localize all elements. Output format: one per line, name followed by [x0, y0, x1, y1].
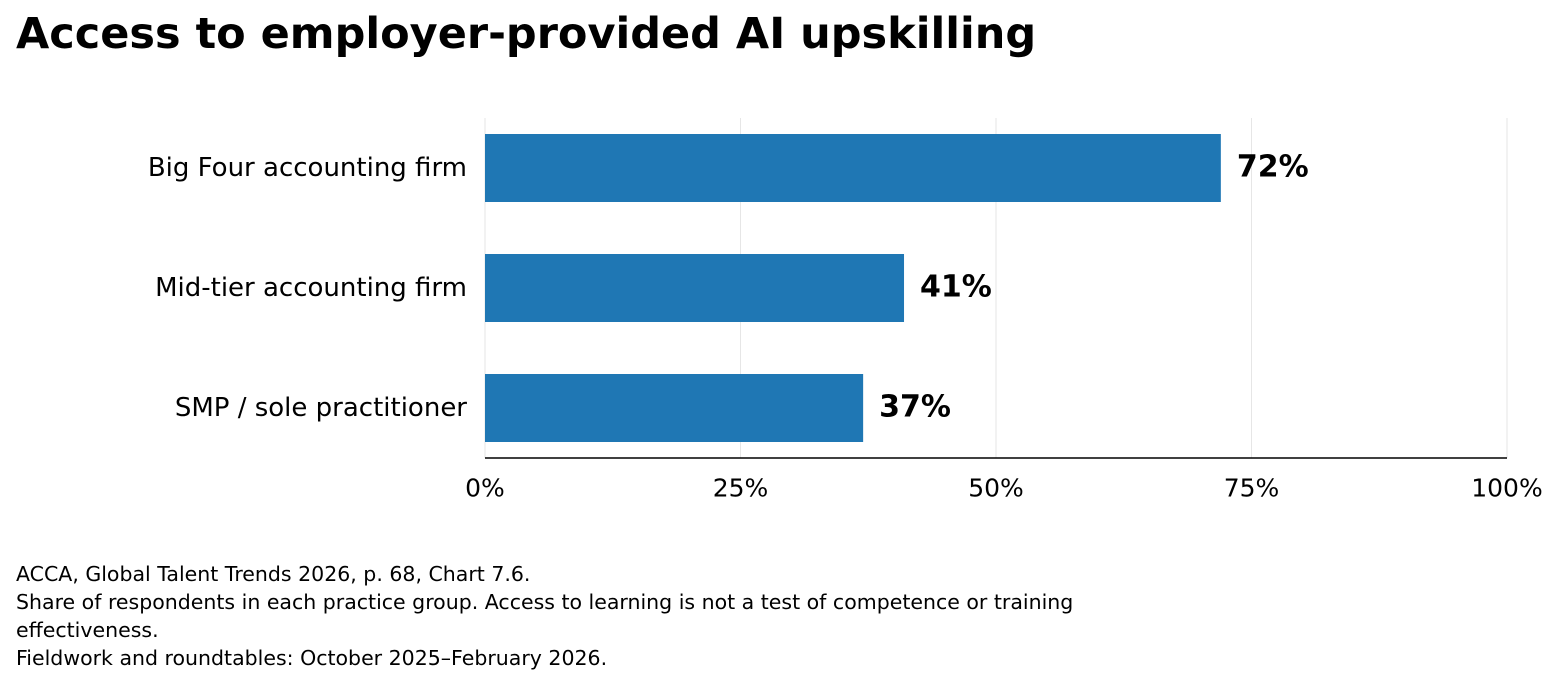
footnotes: ACCA, Global Talent Trends 2026, p. 68, …: [16, 560, 1073, 672]
x-tick-label: 75%: [1224, 474, 1280, 503]
value-labels: 72% 41% 37%: [879, 150, 1309, 425]
fieldwork-note: Fieldwork and roundtables: October 2025–…: [16, 646, 608, 670]
chart-title: Access to employer-provided AI upskillin…: [16, 9, 1037, 59]
x-tick-label: 25%: [713, 474, 769, 503]
bars: [485, 134, 1221, 442]
bar: [485, 134, 1221, 202]
bar-chart: Big Four accounting firm Mid-tier account…: [148, 118, 1543, 503]
category-label: Mid-tier accounting firm: [155, 273, 467, 303]
value-label: 72%: [1237, 150, 1309, 185]
value-label: 41%: [920, 270, 992, 305]
value-label: 37%: [879, 390, 951, 425]
source-note: ACCA, Global Talent Trends 2026, p. 68, …: [16, 562, 531, 586]
x-tick-labels: 0% 25% 50% 75% 100%: [465, 474, 1543, 503]
method-note-continued: effectiveness.: [16, 618, 159, 642]
bar: [485, 254, 905, 322]
method-note: Share of respondents in each practice gr…: [16, 590, 1074, 614]
x-tick-label: 100%: [1471, 474, 1542, 503]
x-tick-label: 50%: [968, 474, 1024, 503]
category-label: SMP / sole practitioner: [175, 393, 467, 423]
bar: [485, 374, 864, 442]
x-tick-label: 0%: [465, 474, 505, 503]
category-labels: Big Four accounting firm Mid-tier account…: [148, 153, 467, 423]
category-label: Big Four accounting firm: [148, 153, 467, 183]
